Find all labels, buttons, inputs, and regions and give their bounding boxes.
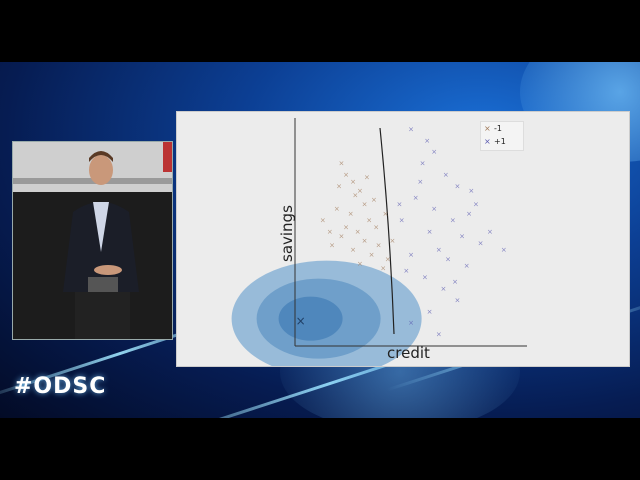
point-1-4: ×	[454, 182, 460, 190]
point-1-12: ×	[436, 246, 442, 254]
point-0-22: ×	[371, 196, 377, 204]
point-1-20: ×	[408, 319, 414, 327]
point-1-3: ×	[443, 171, 449, 179]
legend-item-pos: × +1	[481, 135, 523, 148]
point-1-11: ×	[478, 239, 484, 247]
point-1-16: ×	[422, 274, 428, 282]
legend-marker-pos: ×	[484, 137, 491, 146]
legend-label-pos: +1	[494, 137, 506, 146]
point-0-1: ×	[343, 171, 349, 179]
legend-marker-neg: ×	[484, 124, 491, 133]
point-0-7: ×	[366, 217, 372, 225]
legend-item-neg: × -1	[481, 122, 523, 135]
density-center-marker: ×	[296, 314, 306, 328]
point-0-15: ×	[385, 255, 391, 263]
point-1-2: ×	[420, 160, 426, 168]
point-0-18: ×	[343, 223, 349, 231]
point-1-31: ×	[424, 137, 430, 145]
point-0-24: ×	[383, 210, 389, 218]
y-axis-label: savings	[278, 205, 296, 262]
point-1-19: ×	[427, 308, 433, 316]
point-0-23: ×	[352, 192, 358, 200]
point-1-27: ×	[452, 278, 458, 286]
point-0-12: ×	[376, 242, 382, 250]
point-0-3: ×	[357, 187, 363, 195]
point-1-22: ×	[473, 201, 479, 209]
point-0-25: ×	[364, 173, 370, 181]
point-1-30: ×	[468, 187, 474, 195]
point-0-5: ×	[334, 205, 340, 213]
point-1-23: ×	[417, 178, 423, 186]
letterbox-top	[0, 0, 640, 62]
point-0-16: ×	[357, 260, 363, 268]
point-1-13: ×	[408, 251, 414, 259]
point-0-2: ×	[350, 178, 356, 186]
point-0-8: ×	[373, 223, 379, 231]
slide: × × × × × × × × × × × × × × × × × × × × × × × × × × × × × × × × × × × × × × × ×…	[176, 111, 630, 367]
scatter-chart: ××××××××××××××××××××××××××××××××××××××××…	[231, 118, 527, 366]
point-0-13: ×	[350, 246, 356, 254]
density-contour-inner	[278, 296, 343, 341]
letterbox-bottom	[0, 418, 640, 480]
point-1-26: ×	[403, 267, 409, 275]
point-1-7: ×	[466, 210, 472, 218]
point-1-10: ×	[459, 233, 465, 241]
point-1-18: ×	[454, 296, 460, 304]
point-1-15: ×	[464, 262, 470, 270]
point-1-8: ×	[450, 217, 456, 225]
point-0-10: ×	[338, 233, 344, 241]
point-1-28: ×	[501, 246, 507, 254]
point-1-5: ×	[413, 194, 419, 202]
point-0-21: ×	[320, 217, 326, 225]
odsc-logo: #ODSC	[14, 374, 107, 399]
point-0-27: ×	[336, 182, 342, 190]
point-0-11: ×	[362, 237, 368, 245]
point-0-20: ×	[390, 237, 396, 245]
point-0-17: ×	[380, 264, 386, 272]
point-0-4: ×	[362, 201, 368, 209]
decision-boundary	[379, 127, 395, 335]
legend: × -1 × +1	[480, 121, 524, 151]
point-0-26: ×	[329, 242, 335, 250]
point-1-6: ×	[431, 205, 437, 213]
speaker-video	[12, 141, 173, 340]
point-1-17: ×	[441, 285, 447, 293]
point-0-6: ×	[348, 210, 354, 218]
point-1-0: ×	[408, 125, 414, 133]
point-0-14: ×	[369, 251, 375, 259]
point-1-1: ×	[431, 148, 437, 156]
point-1-25: ×	[487, 228, 493, 236]
point-1-21: ×	[436, 331, 442, 339]
point-1-9: ×	[427, 228, 433, 236]
point-1-14: ×	[445, 255, 451, 263]
point-0-19: ×	[327, 228, 333, 236]
point-0-0: ×	[338, 160, 344, 168]
legend-label-neg: -1	[494, 124, 502, 133]
point-1-24: ×	[399, 217, 405, 225]
point-0-9: ×	[355, 228, 361, 236]
point-1-29: ×	[396, 201, 402, 209]
x-axis-label: credit	[387, 344, 430, 362]
